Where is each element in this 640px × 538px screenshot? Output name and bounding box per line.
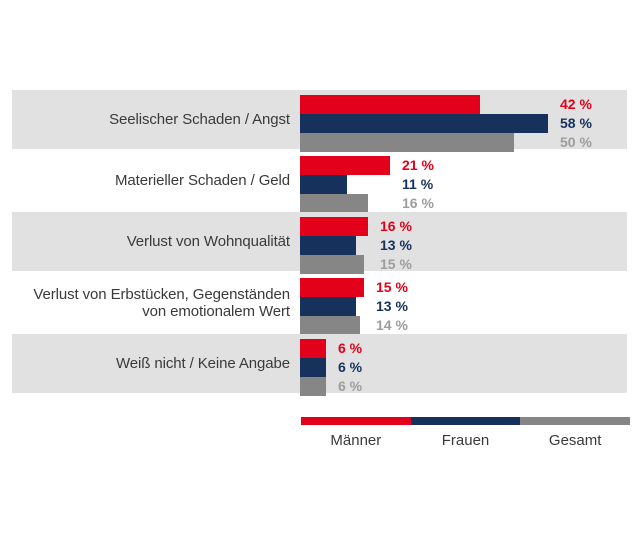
legend-label-maenner: Männer [330,432,382,449]
bar-gesamt [300,377,326,396]
chart-row: Verlust von Erbstücken, Gegenständen von … [12,273,627,335]
value-label-gesamt: 14 % [376,317,408,333]
bar-gesamt [300,316,360,335]
value-labels: 15 % 13 % 14 % [376,278,408,335]
chart-row: Seelischer Schaden / Angst 42 % 58 % 50 % [12,90,627,152]
chart-row: Weiß nicht / Keine Angabe 6 % 6 % 6 % [12,334,627,396]
value-label-frauen: 13 % [376,298,408,314]
value-label-maenner: 42 % [560,96,592,112]
bar-gesamt [300,133,514,152]
bar-frauen [300,297,356,316]
legend-swatch-gesamt [520,417,631,425]
category-label-line: Materieller Schaden / Geld [115,172,290,189]
bar-frauen [300,114,548,133]
bar-maenner [300,339,326,358]
category-label: Weiß nicht / Keine Angabe [12,334,290,393]
value-label-gesamt: 15 % [380,256,412,272]
category-label-line: Verlust von Wohnqualität [126,233,290,250]
value-label-maenner: 16 % [380,218,412,234]
chart-row: Materieller Schaden / Geld 21 % 11 % 16 % [12,151,627,213]
value-labels: 16 % 13 % 15 % [380,217,412,274]
bar-maenner [300,95,480,114]
value-labels: 42 % 58 % 50 % [560,95,592,152]
bar-group [300,156,390,213]
legend-swatch-frauen [410,417,521,425]
value-label-gesamt: 16 % [402,195,434,211]
category-label: Seelischer Schaden / Angst [12,90,290,149]
category-label: Materieller Schaden / Geld [12,151,290,210]
value-labels: 21 % 11 % 16 % [402,156,434,213]
value-label-frauen: 11 % [402,176,434,192]
value-label-gesamt: 50 % [560,134,592,150]
chart-rows: Seelischer Schaden / Angst 42 % 58 % 50 % Ma… [12,90,627,396]
category-label: Verlust von Wohnqualität [12,212,290,271]
bar-frauen [300,175,347,194]
bar-gesamt [300,255,364,274]
category-label-line: Seelischer Schaden / Angst [109,111,290,128]
category-label-line: Weiß nicht / Keine Angabe [116,355,290,372]
legend-color-strip [301,417,631,425]
legend: Männer Frauen Gesamt [301,417,631,449]
chart-row: Verlust von Wohnqualität 16 % 13 % 15 % [12,212,627,274]
legend-label-gesamt: Gesamt [548,432,602,449]
bar-frauen [300,236,356,255]
value-label-maenner: 21 % [402,157,434,173]
category-label-line: Verlust von Erbstücken, Gegenständen [33,285,290,303]
category-label: Verlust von Erbstücken, Gegenständen von … [12,273,290,332]
bar-frauen [300,358,326,377]
value-label-frauen: 58 % [560,115,592,131]
legend-swatch-maenner [301,417,411,425]
value-label-frauen: 6 % [338,359,363,375]
bar-maenner [300,217,368,236]
bar-group [300,95,548,152]
value-label-gesamt: 6 % [338,378,363,394]
value-label-maenner: 6 % [338,340,363,356]
value-label-maenner: 15 % [376,279,408,295]
legend-labels: Männer Frauen Gesamt [301,432,630,449]
value-labels: 6 % 6 % 6 % [338,339,362,396]
bar-maenner [300,278,364,297]
bar-maenner [300,156,390,175]
bar-group [300,278,364,335]
legend-label-frauen: Frauen [441,432,490,449]
bar-gesamt [300,194,368,213]
value-label-frauen: 13 % [380,237,412,253]
category-label-line: von emotionalem Wert [142,302,290,320]
bar-group [300,339,326,396]
bar-group [300,217,368,274]
